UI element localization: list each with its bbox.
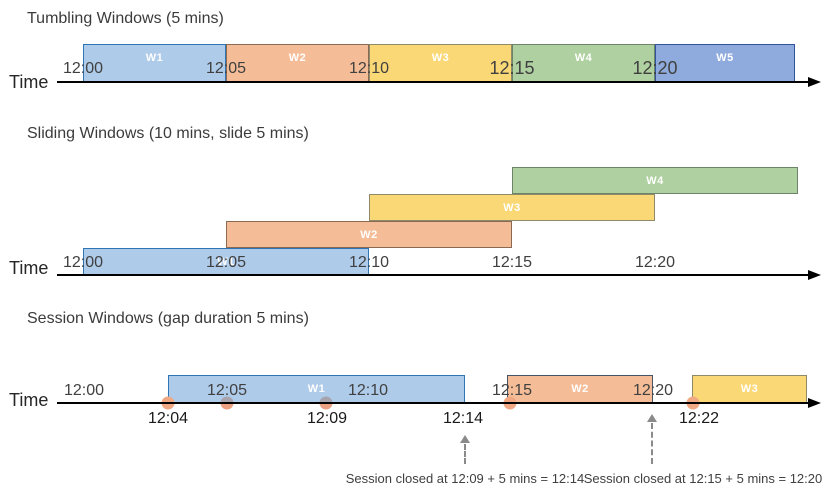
window-label: W5: [716, 52, 734, 64]
tumbling-window-w1: W1: [83, 44, 226, 82]
window-label: W2: [571, 383, 589, 395]
tumbling-axis-arrowhead-icon: [808, 77, 821, 87]
sliding-window-w4: W4: [512, 167, 798, 194]
window-label: W4: [646, 174, 664, 187]
sliding-window-w2: W2: [226, 221, 512, 248]
event-time-label: 12:09: [306, 410, 348, 427]
window-label: W1: [307, 383, 326, 395]
event-time-label: 12:22: [678, 410, 720, 427]
tick-label: 12:00: [62, 60, 104, 77]
event-time-label: 12:14: [442, 410, 484, 427]
tumbling-section-title: Tumbling Windows (5 mins): [27, 10, 224, 27]
window-label: W2: [288, 52, 307, 64]
tick-label: 12:20: [634, 254, 676, 271]
tick-label: 12:15: [491, 382, 533, 399]
tick-label: 12:10: [348, 60, 390, 77]
session-time-axis-label: Time: [9, 390, 49, 410]
tumbling-window-w5: W5: [655, 44, 795, 82]
session-axis-arrowhead-icon: [808, 398, 821, 408]
tick-label: 12:00: [62, 254, 104, 271]
tick-label: 12:15: [489, 58, 535, 78]
event-time-label: 12:04: [147, 410, 189, 427]
tick-label: 12:20: [632, 58, 678, 78]
window-label: W4: [574, 52, 593, 64]
tumbling-time-axis-label: Time: [9, 72, 49, 92]
tumbling-window-w3: W3: [369, 44, 512, 82]
window-label: W1: [217, 255, 235, 268]
tick-label: 12:10: [347, 382, 389, 399]
sliding-time-axis-label: Time: [9, 258, 49, 278]
sliding-section-title: Sliding Windows (10 mins, slide 5 mins): [27, 125, 309, 142]
tick-label: 12:10: [348, 254, 390, 271]
session-window-w3: W3: [692, 375, 807, 403]
tick-label: 12:00: [63, 382, 105, 399]
dashed-arrow-line: [651, 423, 653, 464]
dashed-arrow-line: [464, 444, 466, 464]
tumbling-time-axis-line: [57, 81, 809, 83]
sliding-time-axis-line: [57, 274, 809, 276]
tick-label: 12:15: [491, 254, 533, 271]
session-time-axis-line: [57, 402, 809, 404]
sliding-window-w3: W3: [369, 194, 655, 221]
window-label: W3: [740, 383, 759, 395]
session-window-w1: W1: [168, 375, 465, 403]
tick-label: 12:05: [206, 382, 248, 399]
window-label: W3: [431, 52, 450, 64]
tick-label: 12:05: [205, 60, 247, 77]
session-window-w2: W2: [507, 375, 653, 403]
dashed-arrow-up-icon: [460, 435, 470, 443]
window-label: W1: [145, 52, 164, 64]
dashed-arrow-up-icon: [647, 414, 657, 422]
session-close-annotation-2: Session closed at 12:15 + 5 mins = 12:20: [583, 471, 823, 486]
tick-label: 12:20: [632, 382, 674, 399]
window-label: W3: [503, 201, 521, 214]
tick-label: 12:05: [205, 254, 247, 271]
window-label: W2: [360, 228, 378, 241]
sliding-axis-arrowhead-icon: [808, 270, 821, 280]
session-close-annotation-1: Session closed at 12:09 + 5 mins = 12:14: [345, 471, 585, 486]
session-section-title: Session Windows (gap duration 5 mins): [27, 310, 309, 327]
tumbling-window-w2: W2: [226, 44, 369, 82]
